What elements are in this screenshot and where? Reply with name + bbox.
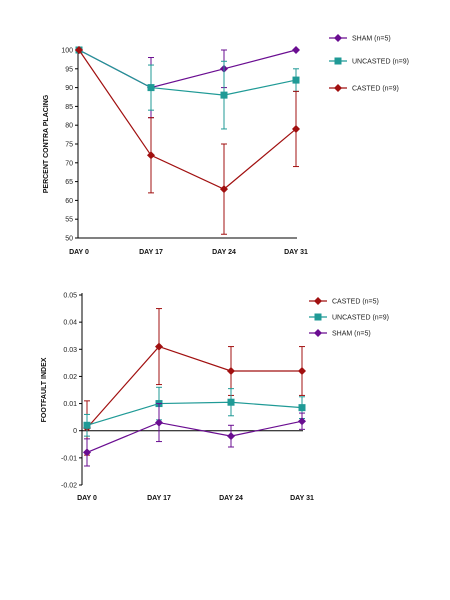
y-tick-label: 85 bbox=[65, 104, 73, 111]
data-point bbox=[220, 91, 228, 99]
data-point bbox=[292, 46, 300, 54]
y-tick-label: 75 bbox=[65, 142, 73, 149]
y-tick-label: 65 bbox=[65, 179, 73, 186]
y-tick-label: 70 bbox=[65, 160, 73, 167]
x-tick-label: DAY 0 bbox=[69, 249, 89, 256]
y-tick-label: 60 bbox=[65, 198, 73, 205]
y-tick-label: 0.02 bbox=[63, 374, 77, 381]
legend-marker bbox=[334, 34, 342, 42]
legend-item: UNCASTED (n=9) bbox=[309, 313, 389, 322]
y-tick-label: 0.03 bbox=[63, 347, 77, 354]
data-point bbox=[298, 417, 306, 426]
x-tick-label: DAY 17 bbox=[147, 495, 171, 502]
data-point bbox=[227, 367, 235, 375]
y-axis-label: PERCENT CONTRA PLACING bbox=[43, 94, 50, 193]
data-point bbox=[292, 124, 300, 133]
legend-label: SHAM (n=5) bbox=[352, 36, 391, 43]
data-point bbox=[155, 342, 163, 351]
data-point bbox=[83, 421, 91, 429]
legend-label: CASTED (n=5) bbox=[332, 299, 379, 306]
x-tick-label: DAY 17 bbox=[139, 249, 163, 256]
series-line bbox=[78, 49, 297, 89]
data-point bbox=[220, 185, 228, 194]
y-tick-label: 0.04 bbox=[63, 320, 77, 327]
series-sham-n-5 bbox=[75, 46, 300, 119]
data-point bbox=[147, 151, 155, 160]
y-tick-label: 90 bbox=[65, 85, 73, 92]
legend-marker bbox=[314, 329, 322, 337]
x-tick-label: DAY 0 bbox=[77, 495, 97, 502]
y-tick-label: 80 bbox=[65, 123, 73, 130]
data-point bbox=[147, 84, 155, 92]
legend-item: SHAM (n=5) bbox=[329, 34, 391, 43]
legend-marker bbox=[334, 57, 342, 65]
x-tick-label: DAY 31 bbox=[290, 495, 314, 502]
legend-marker bbox=[314, 313, 322, 321]
legend-label: UNCASTED (n=9) bbox=[332, 315, 389, 322]
series-line bbox=[78, 49, 297, 96]
series-uncasted-n-9 bbox=[75, 46, 300, 130]
data-point bbox=[227, 398, 235, 406]
legend-item: SHAM (n=5) bbox=[309, 329, 371, 338]
series-line bbox=[86, 420, 303, 453]
x-tick-label: DAY 31 bbox=[284, 249, 308, 256]
data-point bbox=[292, 76, 300, 84]
y-tick-label: 50 bbox=[65, 236, 73, 243]
y-axis-label: FOOTFAULT INDEX bbox=[41, 357, 48, 422]
legend-label: CASTED (n=9) bbox=[352, 86, 399, 93]
y-tick-label: 100 bbox=[61, 48, 73, 55]
legend-marker bbox=[334, 84, 342, 92]
series-casted-n-5 bbox=[83, 308, 306, 456]
legend-marker bbox=[314, 297, 322, 305]
series-casted-n-9 bbox=[75, 46, 300, 235]
y-tick-label: 55 bbox=[65, 217, 73, 224]
x-tick-label: DAY 24 bbox=[219, 495, 243, 502]
legend-label: UNCASTED (n=9) bbox=[352, 59, 409, 66]
data-point bbox=[298, 404, 306, 412]
data-point bbox=[155, 418, 163, 427]
legend-item: CASTED (n=5) bbox=[309, 297, 379, 306]
series-line bbox=[86, 345, 302, 429]
footfault-index-chart: -0.02 -0.01 0 0.01 0.02 0.03 0.04 0.05 DAY 0 DAY … bbox=[41, 293, 389, 503]
y-tick-label: 0.01 bbox=[63, 401, 77, 408]
x-tick-label: DAY 24 bbox=[212, 249, 236, 256]
contra-placing-chart: 50 55 60 65 70 75 80 85 90 95 100 DAY 0 DAY 17 DAY 24… bbox=[43, 34, 409, 256]
series-sham-n-5 bbox=[83, 403, 306, 467]
data-point bbox=[298, 367, 306, 375]
series-line bbox=[78, 49, 297, 190]
y-tick-label: 0 bbox=[73, 428, 77, 435]
y-tick-label: -0.02 bbox=[61, 483, 77, 490]
data-point bbox=[83, 448, 91, 457]
legend-item: CASTED (n=9) bbox=[329, 84, 399, 93]
y-tick-label: 0.05 bbox=[63, 293, 77, 300]
legend-label: SHAM (n=5) bbox=[332, 331, 371, 338]
data-point bbox=[75, 46, 83, 54]
series-line bbox=[86, 401, 303, 426]
y-tick-label: -0.01 bbox=[61, 455, 77, 462]
legend-item: UNCASTED (n=9) bbox=[329, 57, 409, 66]
y-tick-label: 95 bbox=[65, 66, 73, 73]
data-point bbox=[227, 432, 235, 441]
